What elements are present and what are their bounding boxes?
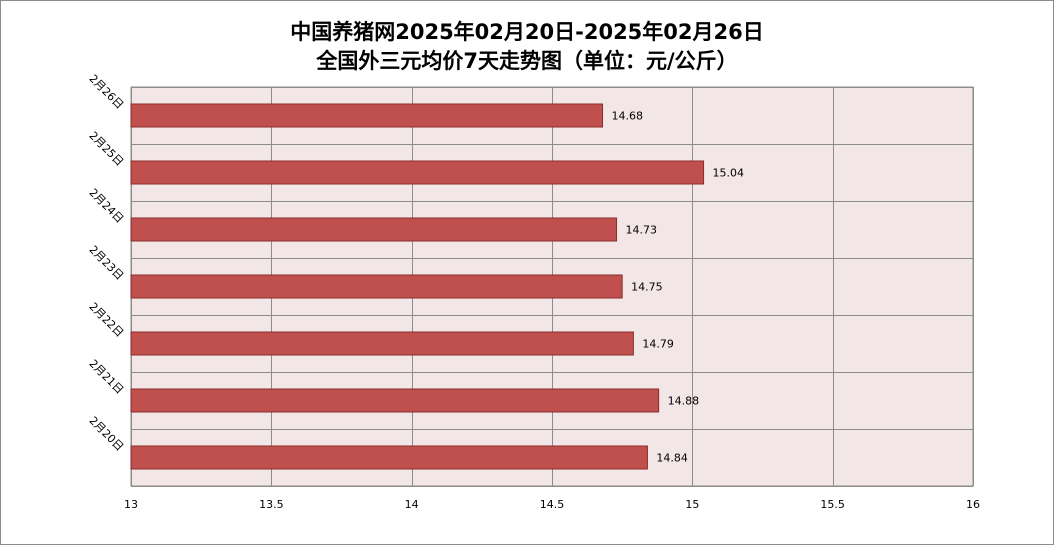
bar bbox=[130, 274, 623, 299]
x-tick-label: 14 bbox=[405, 498, 419, 511]
y-tick-label: 2月22日 bbox=[86, 300, 126, 340]
bar-value-label: 14.84 bbox=[656, 452, 688, 465]
x-tick-label: 13.5 bbox=[259, 498, 284, 511]
bar bbox=[130, 388, 660, 413]
x-tick-label: 16 bbox=[966, 498, 980, 511]
x-tick-label: 15.5 bbox=[820, 498, 845, 511]
chart-title: 中国养猪网2025年02月20日-2025年02月26日 全国外三元均价7天走势… bbox=[0, 18, 1054, 76]
y-tick-label: 2月21日 bbox=[86, 357, 126, 397]
y-tick-label: 2月23日 bbox=[86, 243, 126, 283]
chart-title-line-2: 全国外三元均价7天走势图（单位：元/公斤） bbox=[316, 49, 738, 73]
bar-value-label: 14.68 bbox=[612, 110, 644, 123]
y-tick-label: 2月24日 bbox=[86, 186, 126, 226]
bar bbox=[130, 217, 618, 242]
bar-value-label: 14.73 bbox=[626, 224, 658, 237]
bar-value-label: 15.04 bbox=[713, 167, 745, 180]
y-tick-label: 2月25日 bbox=[86, 129, 126, 169]
bar bbox=[130, 103, 604, 128]
x-tick-label: 15 bbox=[685, 498, 699, 511]
bar bbox=[130, 445, 648, 470]
x-tick-label: 14.5 bbox=[540, 498, 565, 511]
bar bbox=[130, 331, 634, 356]
bar-value-label: 14.79 bbox=[642, 338, 674, 351]
y-tick-label: 2月26日 bbox=[86, 72, 126, 112]
bar bbox=[130, 160, 705, 185]
bar-value-label: 14.75 bbox=[631, 281, 663, 294]
x-tick-label: 13 bbox=[124, 498, 138, 511]
chart-title-line-1: 中国养猪网2025年02月20日-2025年02月26日 bbox=[290, 20, 764, 44]
bar-value-label: 14.88 bbox=[668, 395, 700, 408]
y-tick-label: 2月20日 bbox=[86, 414, 126, 454]
